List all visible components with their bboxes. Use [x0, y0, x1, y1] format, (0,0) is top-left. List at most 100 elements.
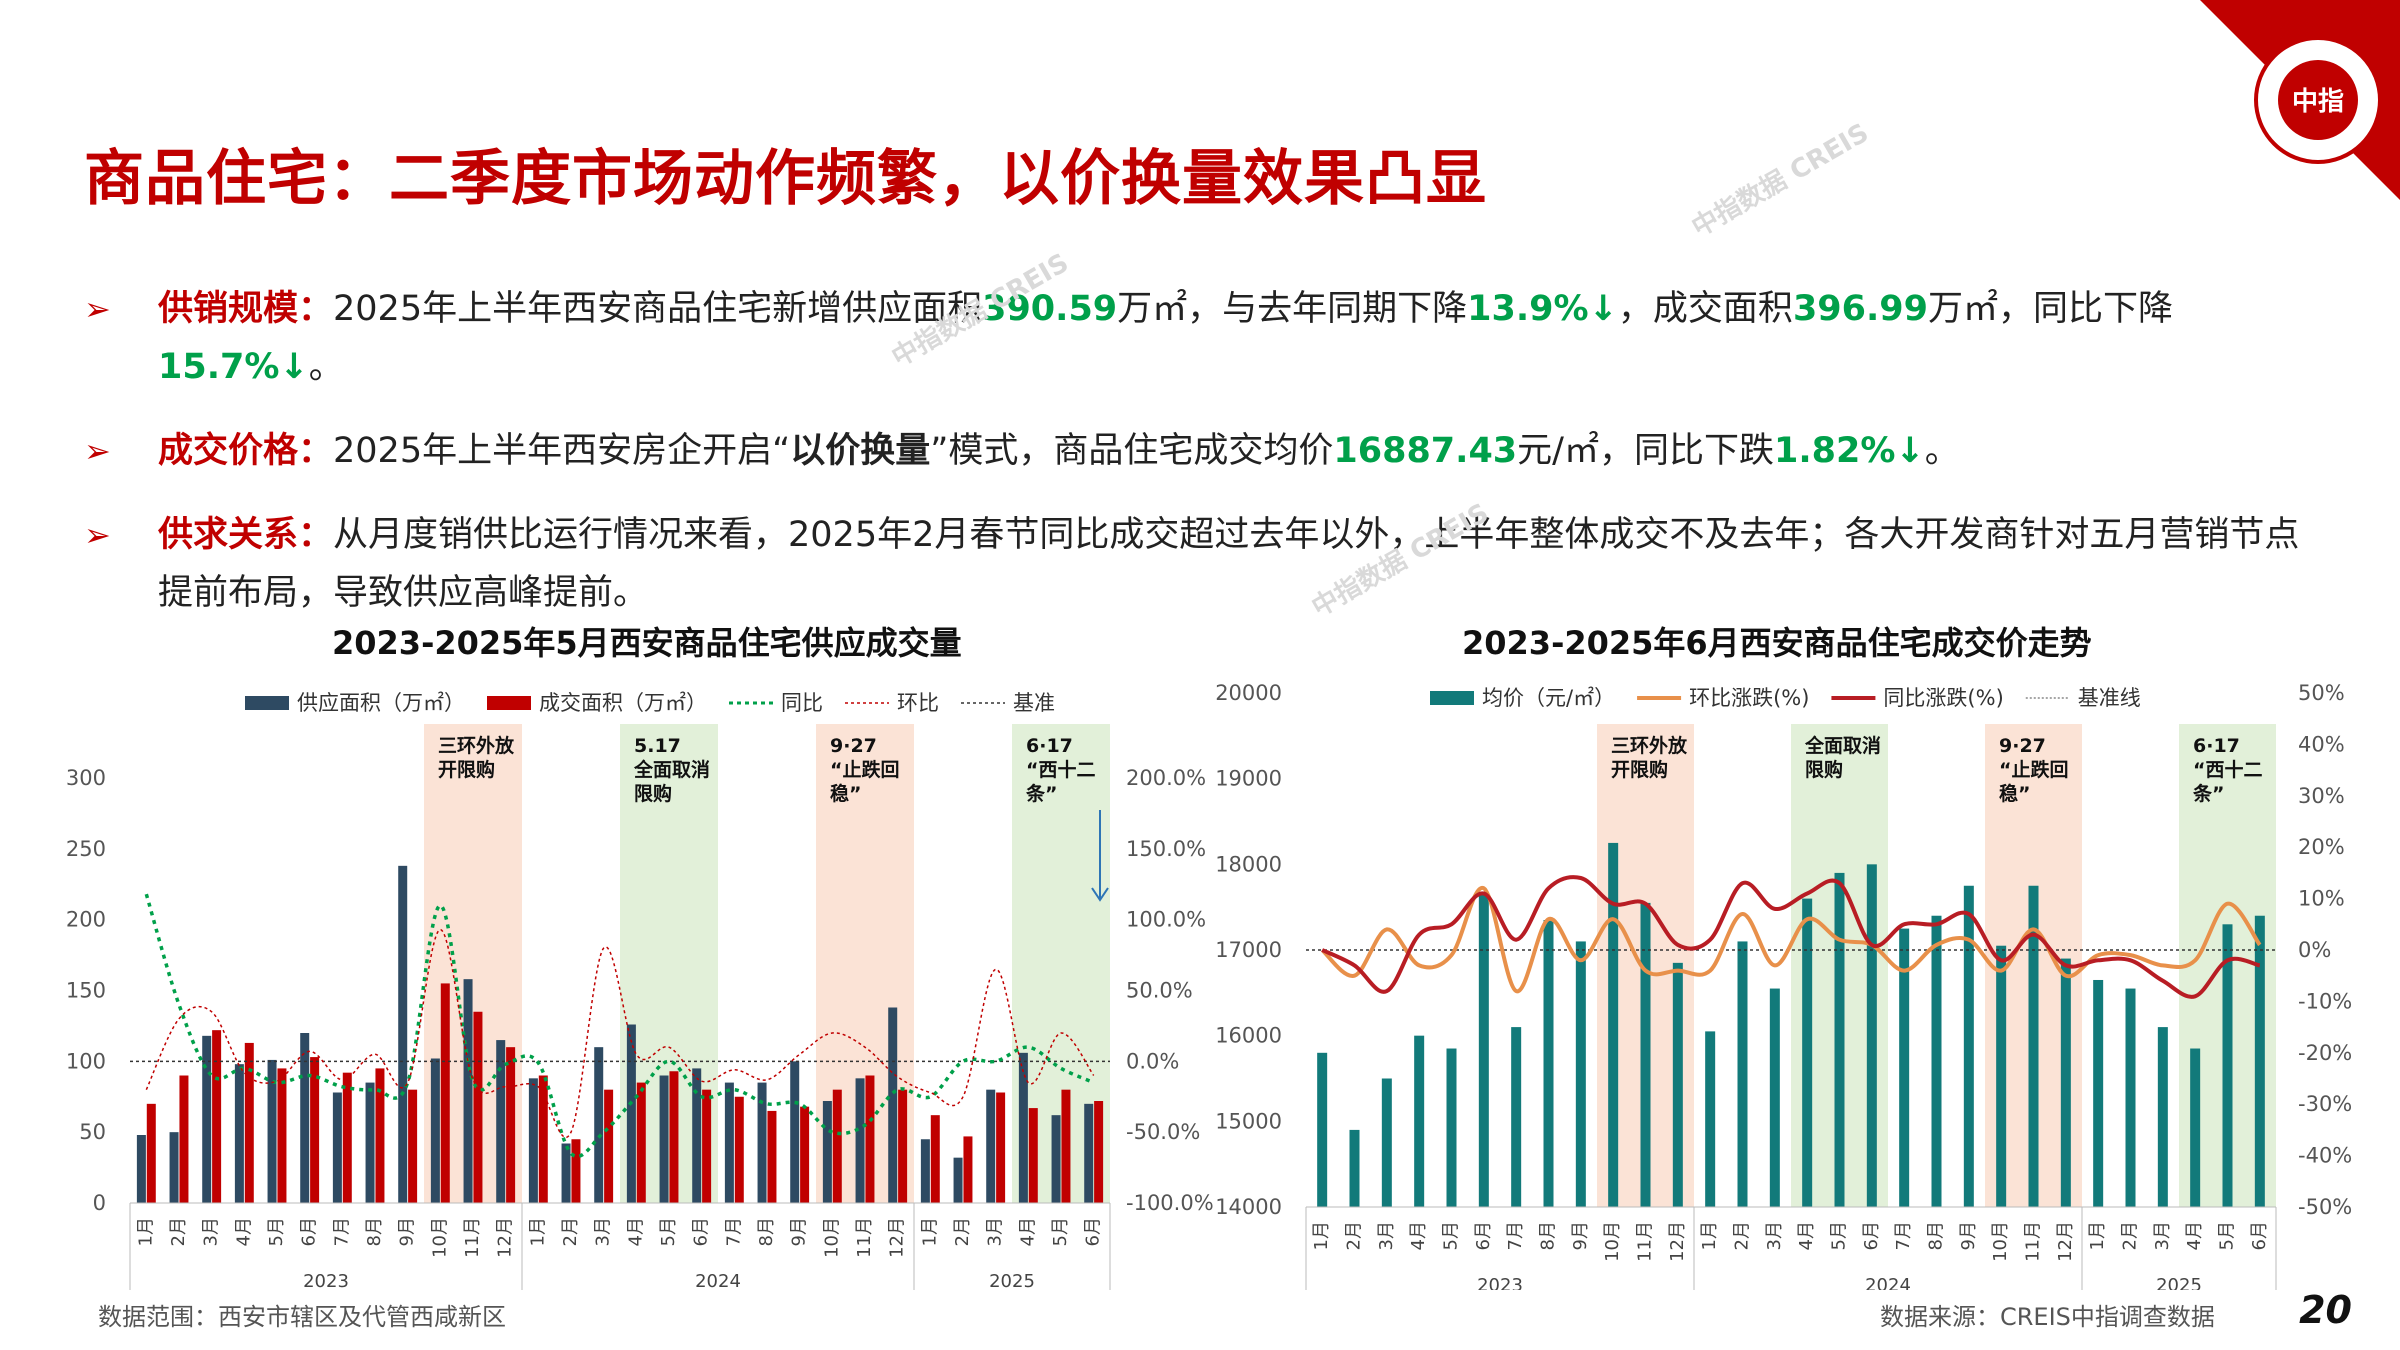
bar — [734, 1096, 744, 1203]
y-tick-right: 50% — [2298, 681, 2345, 705]
bar — [496, 1040, 506, 1203]
bar — [2157, 1027, 2168, 1207]
y-tick-right: 20% — [2298, 835, 2345, 859]
x-tick-label: 5月 — [266, 1217, 287, 1246]
x-tick-label: 11月 — [462, 1217, 483, 1258]
legend-swatch — [245, 696, 289, 710]
x-tick-label: 8月 — [1926, 1221, 1947, 1250]
annotation-band — [424, 724, 522, 1203]
bar — [1349, 1129, 1360, 1207]
x-tick-label: 3月 — [593, 1217, 614, 1246]
bullet-arrow-icon: ➢ — [84, 516, 111, 554]
bullet-lead: 供销规模： — [158, 289, 334, 329]
highlight-value: 396.99 — [1792, 289, 1928, 329]
legend-label: 基准 — [1013, 691, 1055, 715]
legend-label: 同比 — [781, 691, 823, 715]
x-tick-label: 3月 — [201, 1217, 222, 1246]
bar — [277, 1068, 287, 1203]
y-tick-left: 0 — [93, 1191, 106, 1215]
bar — [1834, 872, 1845, 1207]
x-tick-label: 10月 — [821, 1217, 842, 1258]
bar — [1996, 945, 2007, 1207]
bar — [408, 1089, 418, 1203]
x-tick-label: 2月 — [1344, 1221, 1365, 1250]
x-tick-label: 8月 — [756, 1217, 777, 1246]
x-tick-label: 12月 — [2055, 1221, 2076, 1262]
y-tick-right: -100.0% — [1126, 1191, 1214, 1215]
y-tick-right: 10% — [2298, 887, 2345, 911]
x-tick-label: 12月 — [1667, 1221, 1688, 1262]
bar — [1769, 988, 1780, 1207]
bar — [930, 1115, 940, 1203]
x-tick-label: 4月 — [2184, 1221, 2205, 1250]
y-tick-left: 19000 — [1215, 767, 1282, 791]
highlight-value: 390.59 — [982, 289, 1118, 329]
bullet-lead: 供求关系： — [158, 515, 334, 555]
bullet-text: 以价换量 — [790, 431, 931, 471]
x-tick-label: 7月 — [1505, 1221, 1526, 1250]
y-tick-right: 40% — [2298, 732, 2345, 756]
y-tick-left: 300 — [66, 766, 106, 790]
bar — [146, 1103, 156, 1203]
legend-label: 环比 — [897, 691, 939, 715]
bar — [1414, 1035, 1425, 1207]
year-label: 2025 — [2156, 1275, 2202, 1290]
y-tick-right: 200.0% — [1126, 766, 1206, 790]
x-tick-label: 1月 — [1311, 1221, 1332, 1250]
y-tick-right: -30% — [2298, 1092, 2352, 1116]
bar — [1446, 1048, 1457, 1207]
bar — [342, 1072, 352, 1203]
bar — [724, 1082, 734, 1203]
x-tick-label: 3月 — [985, 1217, 1006, 1246]
bar — [692, 1068, 702, 1203]
y-tick-left: 100 — [66, 1049, 106, 1073]
legend-label: 成交面积（万㎡） — [539, 691, 707, 715]
bar — [463, 979, 473, 1203]
bar — [1963, 885, 1974, 1207]
bar — [430, 1058, 440, 1203]
x-tick-label: 6月 — [691, 1217, 712, 1246]
x-tick-label: 9月 — [1958, 1221, 1979, 1250]
bar — [822, 1101, 832, 1203]
year-label: 2025 — [989, 1271, 1035, 1290]
bullet-list: ➢ 供销规模：2025年上半年西安商品住宅新增供应面积390.59万㎡，与去年同期… — [84, 280, 2334, 648]
bar — [1608, 842, 1619, 1207]
y-tick-right: -10% — [2298, 989, 2352, 1013]
highlight-value: 13.9%↓ — [1467, 289, 1618, 329]
annotation-label: 9·27 “止跌回稳” — [830, 735, 900, 805]
x-tick-label: 6月 — [1083, 1217, 1104, 1246]
x-tick-label: 7月 — [723, 1217, 744, 1246]
annotation-label: 6·17 “西十二条” — [1026, 735, 1096, 805]
bar — [986, 1089, 996, 1203]
left-chart-title: 2023-2025年5月西安商品住宅供应成交量 — [332, 624, 962, 662]
legend-label: 基准线 — [2078, 686, 2141, 710]
y-tick-right: -20% — [2298, 1041, 2352, 1065]
x-tick-label: 12月 — [495, 1217, 516, 1258]
bar — [865, 1075, 875, 1203]
bullet-lead: 成交价格： — [158, 431, 334, 471]
bar — [179, 1075, 189, 1203]
annotation-band — [620, 724, 718, 1203]
bar — [506, 1047, 516, 1203]
x-tick-label: 8月 — [1538, 1221, 1559, 1250]
y-tick-right: 30% — [2298, 784, 2345, 808]
annotation-label: 三环外放开限购 — [1611, 734, 1688, 781]
x-tick-label: 7月 — [331, 1217, 352, 1246]
x-tick-label: 2月 — [2120, 1221, 2141, 1250]
bar — [2190, 1048, 2201, 1207]
bar — [800, 1106, 810, 1203]
bar — [300, 1033, 310, 1203]
year-label: 2024 — [695, 1271, 741, 1290]
annotation-label: 9·27 “止跌回稳” — [1999, 735, 2069, 805]
bullet-text: 万㎡，同比下降 — [1928, 289, 2174, 329]
bar — [332, 1092, 342, 1203]
bar — [953, 1157, 963, 1203]
bar — [1511, 1027, 1522, 1207]
bullet-arrow-icon: ➢ — [84, 290, 111, 328]
x-tick-label: 10月 — [1990, 1221, 2011, 1262]
x-tick-label: 2月 — [1732, 1221, 1753, 1250]
bullet-arrow-icon: ➢ — [84, 432, 111, 470]
right-chart-title: 2023-2025年6月西安商品住宅成交价走势 — [1462, 624, 2092, 662]
bar — [2254, 915, 2265, 1207]
bar — [365, 1082, 375, 1203]
